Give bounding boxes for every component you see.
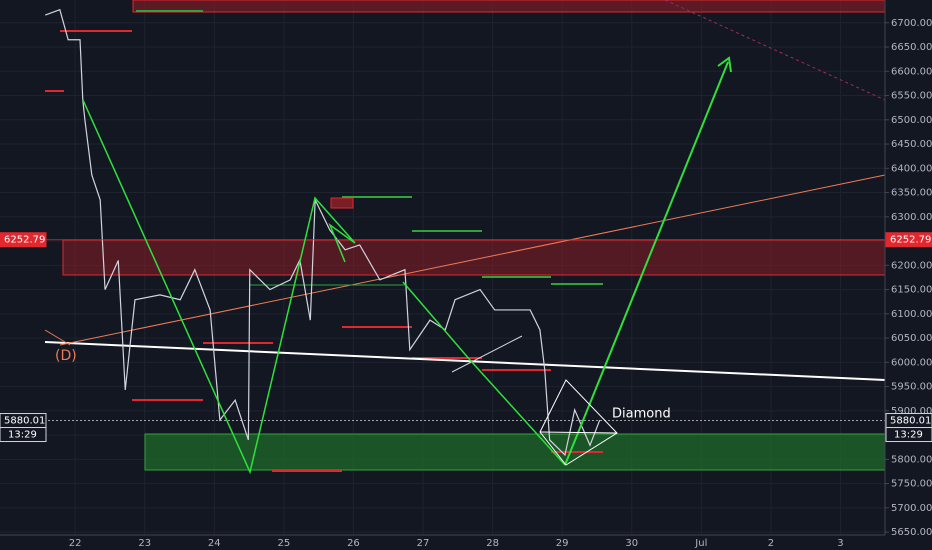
y-tick-label: 6200.00: [891, 260, 932, 271]
x-tick-label: Jul: [694, 538, 707, 549]
x-tick-label: 25: [278, 538, 291, 549]
grid: [0, 0, 885, 535]
x-tick-label: 26: [347, 538, 360, 549]
y-axis: [885, 0, 932, 550]
resistance-zone: [62, 239, 886, 276]
annotation: (D): [55, 348, 77, 364]
y-tick-label: 5700.00: [891, 503, 932, 514]
y-tick-label: 5650.00: [891, 527, 932, 538]
arrow-head: [717, 56, 732, 73]
price-label-box: [885, 232, 932, 248]
y-tick-label: 6500.00: [891, 115, 932, 126]
y-tick-label: 6000.00: [891, 357, 932, 368]
y-tick-label: 6100.00: [891, 309, 932, 320]
x-tick-label: 23: [138, 538, 151, 549]
wave-pattern: [82, 99, 356, 475]
y-tick-label: 6300.00: [891, 212, 932, 223]
y-tick-label: 5800.00: [891, 454, 932, 465]
levels: [45, 10, 603, 472]
y-tick-label: 6550.00: [891, 91, 932, 102]
price-layer: [0, 8, 885, 457]
y-tick-label: 6700.00: [891, 18, 932, 29]
price-label: 6252.79: [890, 235, 931, 246]
y-tick-label: 6450.00: [891, 139, 932, 150]
y-tick-label: 6600.00: [891, 66, 932, 77]
x-tick-label: 29: [556, 538, 569, 549]
x-tick-label: 24: [208, 538, 221, 549]
y-tick-label: 5950.00: [891, 382, 932, 393]
resistance-zone: [132, 0, 886, 13]
small-zone: [330, 197, 354, 209]
annotation: Diamond: [612, 407, 671, 422]
trend-line: [664, 0, 886, 101]
wave-pattern: [402, 281, 566, 466]
x-tick-label: 27: [417, 538, 430, 549]
x-axis: [0, 535, 885, 550]
axes: 5650.005700.005750.005800.005850.005900.…: [0, 18, 932, 549]
y-tick-label: 6150.00: [891, 285, 932, 296]
trend-line: [451, 335, 523, 373]
x-tick-label: 3: [837, 538, 843, 549]
countdown-box: [885, 427, 932, 443]
x-tick-label: 28: [486, 538, 499, 549]
y-tick-label: 6050.00: [891, 333, 932, 344]
price-label-box: [0, 232, 47, 248]
price-label: 5880.01: [4, 416, 45, 427]
x-tick-label: 2: [768, 538, 774, 549]
y-tick-label: 6350.00: [891, 188, 932, 199]
trend-line: [59, 174, 886, 346]
diamond-shape: [539, 431, 618, 434]
countdown-box: [0, 427, 47, 443]
y-tick-label: 5750.00: [891, 479, 932, 490]
price-label: 5880.01: [890, 416, 931, 427]
y-tick-label: 5900.00: [891, 406, 932, 417]
price-label: 6252.79: [4, 235, 45, 246]
support-zone: [144, 433, 886, 471]
trend-line: [44, 341, 886, 381]
countdown: 13:29: [894, 430, 923, 441]
y-tick-label: 6650.00: [891, 42, 932, 53]
x-tick-label: 30: [625, 538, 638, 549]
trend-line: [44, 329, 71, 346]
price-line: [45, 8, 601, 457]
x-tick-label: 22: [69, 538, 82, 549]
countdown: 13:29: [8, 430, 37, 441]
forecast-arrow: [564, 61, 729, 466]
y-tick-label: 6400.00: [891, 163, 932, 174]
